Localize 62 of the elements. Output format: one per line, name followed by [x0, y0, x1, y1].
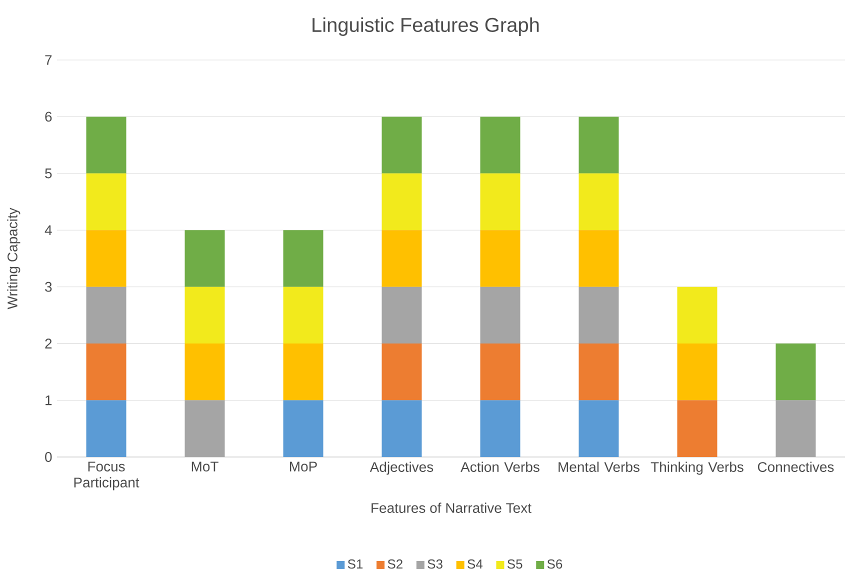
bar — [382, 344, 422, 400]
bar — [677, 400, 718, 457]
x-tick-label: Action Verbs — [460, 462, 540, 472]
bar — [382, 400, 422, 457]
bar — [578, 173, 619, 230]
bar — [86, 230, 126, 287]
bar — [578, 286, 619, 344]
legend-label: S1 — [348, 559, 363, 569]
bar — [86, 286, 126, 344]
bar — [578, 230, 619, 287]
y-tick-label: 4 — [44, 225, 52, 235]
bar — [86, 400, 126, 457]
legend-label: S2 — [388, 559, 402, 569]
bar — [283, 286, 324, 344]
bar — [283, 230, 324, 287]
bar — [283, 400, 324, 457]
y-axis-title: Writing Capacity — [7, 208, 20, 310]
bar — [184, 286, 225, 344]
chart-title: Linguistic Features Graph — [312, 17, 539, 36]
bar — [86, 173, 126, 230]
bar — [184, 400, 225, 457]
x-tick-label: Connectives — [758, 462, 834, 472]
bar — [480, 173, 520, 230]
bar — [677, 286, 718, 344]
y-tick-label: 7 — [45, 55, 52, 65]
x-tick-label: Mental Verbs — [558, 462, 640, 472]
y-tick-label: 3 — [45, 282, 52, 292]
bar — [480, 286, 520, 344]
bar — [480, 400, 520, 457]
bar — [283, 344, 324, 400]
x-axis-title: Features of Narrative Text — [372, 502, 532, 513]
legend-label: S3 — [428, 559, 442, 569]
bar — [480, 344, 520, 400]
bar — [677, 344, 718, 400]
legend-label: S5 — [507, 559, 522, 569]
bar — [776, 400, 816, 457]
bar — [578, 400, 619, 457]
bar — [86, 344, 126, 400]
bar — [480, 230, 520, 287]
bar — [382, 230, 422, 287]
y-tick-label: 6 — [45, 112, 52, 122]
y-tick-label: 1 — [46, 395, 52, 406]
x-tick-label: MoP — [290, 462, 317, 472]
legend-label: S4 — [468, 559, 483, 569]
y-tick-label: 5 — [45, 168, 52, 178]
bar — [776, 344, 816, 400]
bar — [578, 116, 619, 174]
x-tick-label: Adjectives — [370, 462, 434, 475]
x-tick-label: Focus Participant — [74, 462, 140, 490]
bar — [578, 344, 619, 400]
bar — [382, 173, 422, 230]
bar — [86, 116, 126, 174]
x-tick-label: MoT — [192, 462, 218, 472]
bar — [480, 116, 520, 174]
x-tick-label: Thinking Verbs — [650, 462, 744, 475]
bar — [382, 286, 422, 344]
y-tick-label: 2 — [45, 338, 52, 348]
legend-label: S6 — [547, 559, 562, 569]
bar — [184, 344, 225, 400]
bar — [184, 230, 225, 287]
bar — [382, 116, 422, 174]
y-tick-label: 0 — [45, 452, 52, 462]
